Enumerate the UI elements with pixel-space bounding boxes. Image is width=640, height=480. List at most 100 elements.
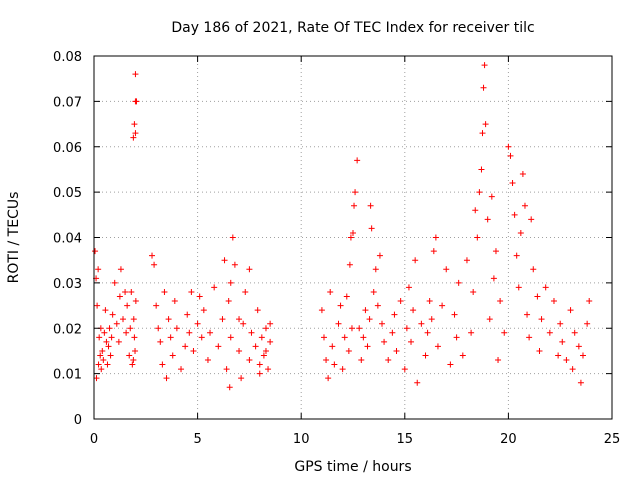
data-point bbox=[327, 288, 334, 295]
data-point bbox=[111, 279, 118, 286]
data-point bbox=[153, 302, 160, 309]
data-point bbox=[248, 329, 255, 336]
data-point bbox=[335, 320, 342, 327]
data-point bbox=[126, 352, 133, 359]
data-point bbox=[102, 307, 109, 314]
data-point bbox=[256, 361, 263, 368]
data-point bbox=[410, 307, 417, 314]
data-point bbox=[368, 225, 375, 232]
data-point bbox=[511, 211, 518, 218]
data-point bbox=[513, 252, 520, 259]
data-point bbox=[364, 343, 371, 350]
y-tick-label: 0.03 bbox=[53, 277, 82, 292]
data-point bbox=[127, 325, 134, 332]
y-axis-label: ROTI / TECUs bbox=[6, 192, 22, 284]
data-point bbox=[381, 338, 388, 345]
data-point bbox=[173, 325, 180, 332]
data-point bbox=[434, 343, 441, 350]
data-point bbox=[379, 320, 386, 327]
data-point bbox=[182, 343, 189, 350]
data-point bbox=[517, 229, 524, 236]
data-point bbox=[130, 357, 137, 364]
data-point bbox=[262, 347, 269, 354]
data-point bbox=[351, 202, 358, 209]
data-point bbox=[414, 379, 421, 386]
data-point bbox=[252, 343, 259, 350]
data-point bbox=[223, 366, 230, 373]
data-point bbox=[227, 279, 234, 286]
data-point bbox=[424, 329, 431, 336]
data-point bbox=[524, 311, 531, 318]
data-point bbox=[188, 288, 195, 295]
y-tick-label: 0.05 bbox=[53, 186, 82, 201]
data-point bbox=[95, 266, 102, 273]
x-tick-label: 10 bbox=[293, 432, 310, 447]
data-point bbox=[211, 284, 218, 291]
data-point bbox=[550, 298, 557, 305]
data-point bbox=[584, 320, 591, 327]
data-point bbox=[470, 288, 477, 295]
data-point bbox=[530, 266, 537, 273]
data-point bbox=[131, 334, 138, 341]
y-tick-label: 0.08 bbox=[53, 50, 82, 65]
data-point bbox=[207, 329, 214, 336]
data-point bbox=[515, 284, 522, 291]
data-point bbox=[132, 71, 139, 78]
axis-ticks bbox=[93, 55, 613, 420]
data-point bbox=[339, 366, 346, 373]
data-point bbox=[331, 361, 338, 368]
data-point bbox=[226, 384, 233, 391]
data-point bbox=[579, 352, 586, 359]
data-point bbox=[229, 234, 236, 241]
data-point bbox=[492, 248, 499, 255]
data-point bbox=[318, 307, 325, 314]
data-point bbox=[555, 352, 562, 359]
data-point bbox=[519, 170, 526, 177]
data-point bbox=[262, 325, 269, 332]
data-point bbox=[256, 370, 263, 377]
data-point bbox=[120, 316, 127, 323]
data-point bbox=[131, 121, 138, 128]
data-point bbox=[481, 62, 488, 69]
data-point bbox=[362, 307, 369, 314]
data-point bbox=[559, 338, 566, 345]
data-point bbox=[459, 352, 466, 359]
data-point bbox=[260, 352, 267, 359]
data-point bbox=[104, 361, 111, 368]
data-point bbox=[412, 257, 419, 264]
data-point bbox=[443, 266, 450, 273]
data-point bbox=[478, 166, 485, 173]
data-point bbox=[528, 216, 535, 223]
data-point bbox=[345, 347, 352, 354]
data-point bbox=[130, 134, 137, 141]
y-tick-label: 0.01 bbox=[53, 368, 82, 383]
data-point bbox=[132, 347, 139, 354]
data-points bbox=[92, 62, 593, 391]
data-point bbox=[347, 234, 354, 241]
data-point bbox=[107, 352, 114, 359]
data-point bbox=[221, 257, 228, 264]
y-tick-labels: 0 0.01 0.02 0.03 0.04 0.05 0.06 0.07 0.08 bbox=[53, 50, 82, 428]
data-point bbox=[408, 338, 415, 345]
data-point bbox=[99, 347, 106, 354]
data-point bbox=[194, 320, 201, 327]
data-point bbox=[151, 261, 158, 268]
data-point bbox=[196, 293, 203, 300]
data-point bbox=[100, 357, 107, 364]
data-point bbox=[329, 343, 336, 350]
data-point bbox=[186, 329, 193, 336]
data-point bbox=[267, 338, 274, 345]
data-point bbox=[358, 357, 365, 364]
data-point bbox=[325, 375, 332, 382]
data-point bbox=[509, 180, 516, 187]
data-point bbox=[231, 261, 238, 268]
data-point bbox=[360, 334, 367, 341]
data-point bbox=[521, 202, 528, 209]
data-point bbox=[219, 316, 226, 323]
x-tick-labels: 0 5 10 15 20 25 bbox=[90, 432, 620, 447]
data-point bbox=[227, 334, 234, 341]
data-point bbox=[117, 266, 124, 273]
data-point bbox=[352, 189, 359, 196]
data-point bbox=[225, 298, 232, 305]
